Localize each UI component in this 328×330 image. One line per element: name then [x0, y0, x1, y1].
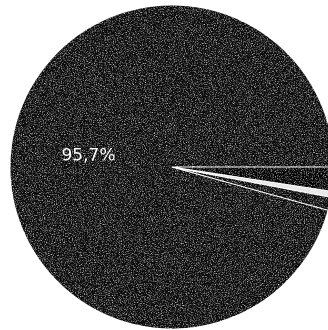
pie-slice-2: [171, 166, 328, 211]
pie-slice-4: [171, 166, 328, 192]
pie-labels: 95,7%: [61, 146, 115, 166]
pie-slices: [9, 4, 328, 330]
pie-slice-label-1: 95,7%: [61, 146, 115, 166]
pie-slice-1: [9, 4, 328, 330]
pie-slice-3: [171, 166, 328, 198]
